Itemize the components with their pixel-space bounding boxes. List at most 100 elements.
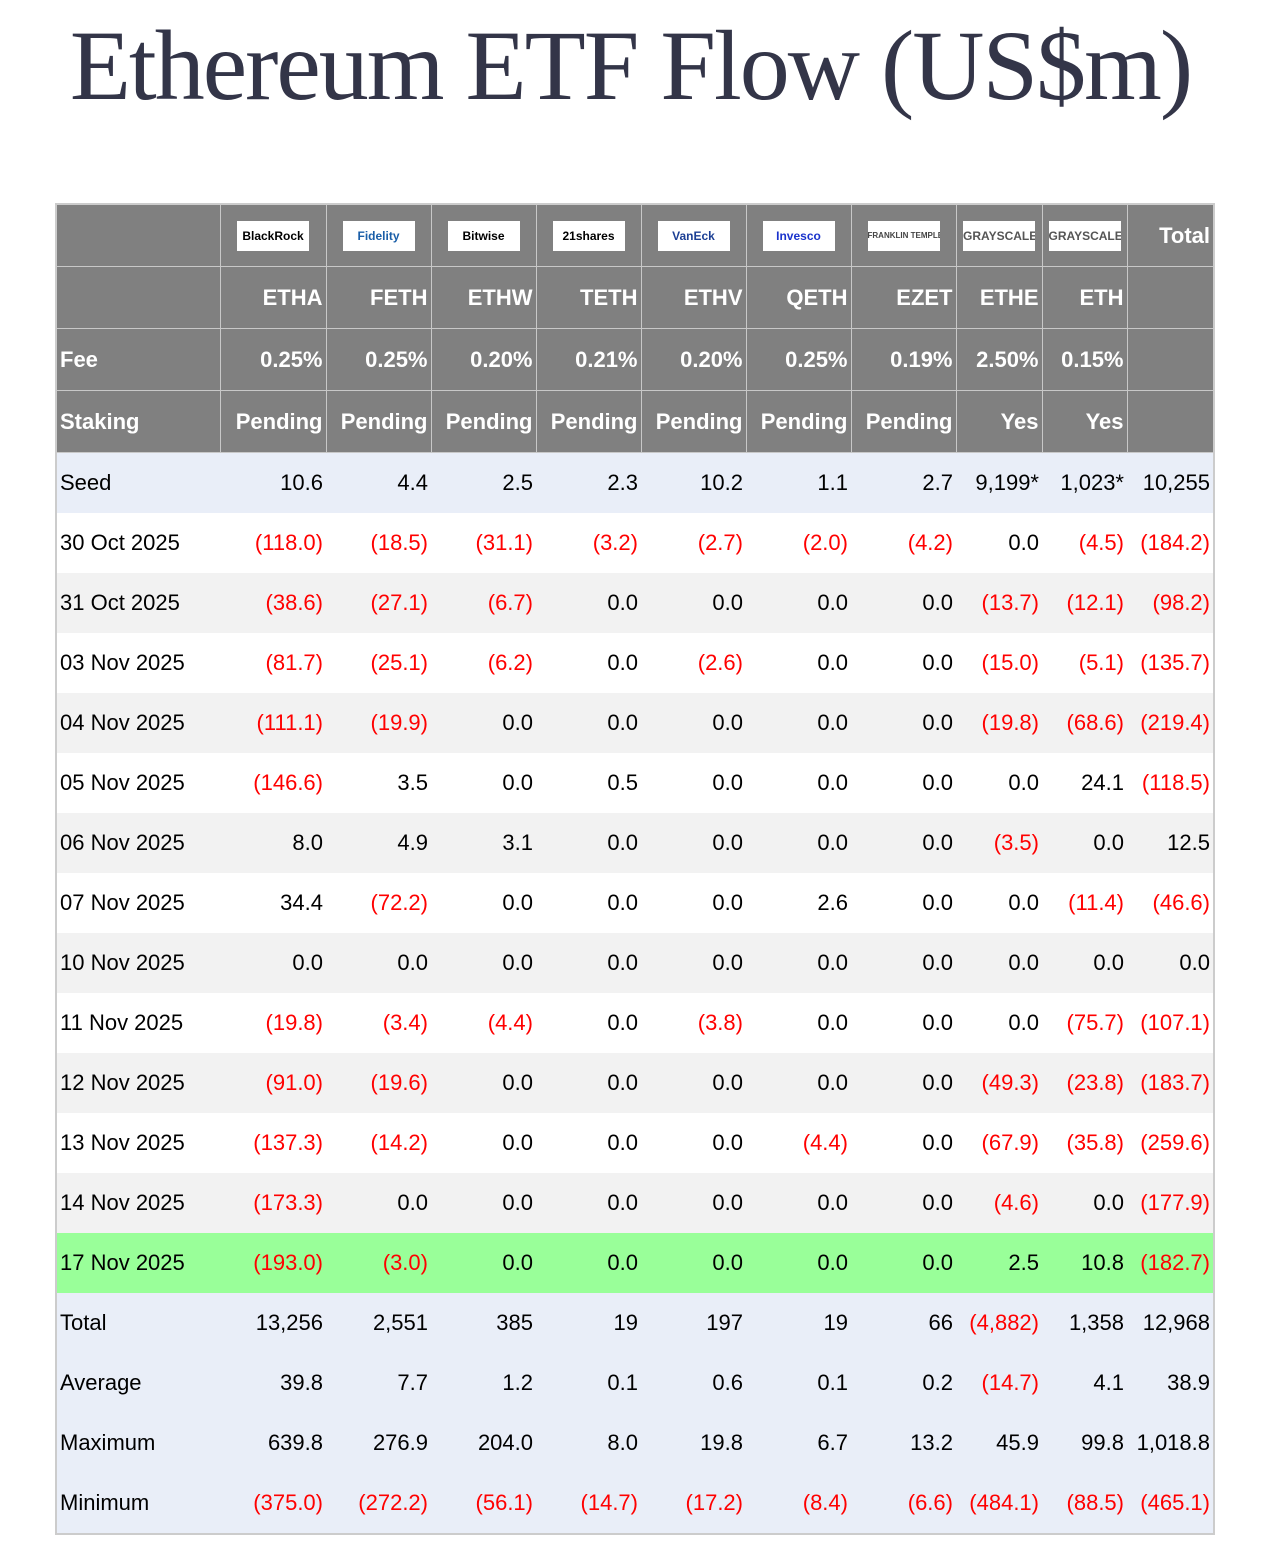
flow-value: 0.0: [641, 753, 746, 813]
flow-value: 7.7: [326, 1353, 431, 1413]
flow-value: (49.3): [956, 1053, 1042, 1113]
flow-value: 0.1: [536, 1353, 641, 1413]
flow-value: (25.1): [326, 633, 431, 693]
flow-value: (14.2): [326, 1113, 431, 1173]
fee-row: Fee 0.25% 0.25% 0.20% 0.21% 0.20% 0.25% 0.19% 2.…: [55, 328, 1215, 391]
issuer-logo: Invesco: [762, 220, 835, 251]
issuer-logo-cell: VanEck: [640, 203, 747, 267]
flow-value: 0.0: [326, 933, 431, 993]
empty-header-cell: [1126, 266, 1215, 329]
flow-value: (67.9): [956, 1113, 1042, 1173]
flow-value: (17.2): [641, 1473, 746, 1534]
fee-value: 0.25%: [745, 328, 852, 391]
row-label: Seed: [56, 452, 220, 513]
flow-value: 10.8: [1042, 1233, 1127, 1293]
fee-value: 0.25%: [219, 328, 327, 391]
table-row: 13 Nov 2025 (137.3) (14.2) 0.0 0.0 0.0 (4.4) 0.…: [56, 1113, 1214, 1173]
flow-value: (173.3): [220, 1173, 326, 1233]
ticker-header: QETH: [745, 266, 852, 329]
flow-value: 0.6: [641, 1353, 746, 1413]
issuer-logo: 21shares: [552, 220, 625, 251]
flow-value: 0.0: [956, 933, 1042, 993]
flow-value: 1.2: [431, 1353, 536, 1413]
flow-value: 0.0: [431, 1053, 536, 1113]
flow-value: 13,256: [220, 1293, 326, 1353]
flow-value: (27.1): [326, 573, 431, 633]
row-label: 13 Nov 2025: [56, 1113, 220, 1173]
empty-header-cell: [55, 266, 221, 329]
flow-value: 0.5: [536, 753, 641, 813]
flow-value: 13.2: [851, 1413, 956, 1473]
page-title: Ethereum ETF Flow (US$m): [69, 10, 1193, 121]
flow-value: 0.0: [746, 753, 851, 813]
flow-value: (13.7): [956, 573, 1042, 633]
staking-value: Pending: [745, 390, 852, 453]
fee-label: Fee: [55, 328, 221, 391]
flow-value: 0.0: [851, 1113, 956, 1173]
flow-value: 0.0: [641, 573, 746, 633]
ticker-header: ETH: [1041, 266, 1128, 329]
issuer-logo: FRANKLIN TEMPLETON: [867, 220, 940, 251]
fee-value: 0.21%: [535, 328, 642, 391]
flow-value: 10.6: [220, 452, 326, 513]
flow-value: 0.0: [851, 633, 956, 693]
flow-value: 0.0: [641, 693, 746, 753]
flow-value: 6.7: [746, 1413, 851, 1473]
flow-value: 0.0: [746, 633, 851, 693]
flow-value: 2.7: [851, 452, 956, 513]
flow-value: 0.0: [746, 813, 851, 873]
issuer-logo: GRAYSCALE: [1048, 220, 1121, 251]
fee-value: 0.19%: [850, 328, 957, 391]
flow-value: (68.6): [1042, 693, 1127, 753]
flow-value: (484.1): [956, 1473, 1042, 1534]
flow-value: 4.4: [326, 452, 431, 513]
flow-value: 0.0: [431, 1233, 536, 1293]
flow-value: 0.0: [956, 753, 1042, 813]
flow-value: 3.5: [326, 753, 431, 813]
flow-value: 1,358: [1042, 1293, 1127, 1353]
row-label: 06 Nov 2025: [56, 813, 220, 873]
total-value: 12.5: [1127, 813, 1214, 873]
issuer-logo-cell: FRANKLIN TEMPLETON: [850, 203, 957, 267]
ticker-header: ETHE: [955, 266, 1043, 329]
flow-value: 45.9: [956, 1413, 1042, 1473]
total-value: (118.5): [1127, 753, 1214, 813]
flow-value: 2,551: [326, 1293, 431, 1353]
issuer-logo-cell: GRAYSCALE: [1041, 203, 1128, 267]
summary-row: Minimum (375.0) (272.2) (56.1) (14.7) (17.2)(…: [56, 1473, 1214, 1534]
fee-value: 0.15%: [1041, 328, 1128, 391]
flow-value: (6.6): [851, 1473, 956, 1534]
flow-value: (375.0): [220, 1473, 326, 1534]
flow-value: 8.0: [220, 813, 326, 873]
etf-flow-table: BlackRock Fidelity Bitwise 21shares VanEck In…: [55, 203, 1215, 1535]
flow-value: 0.0: [641, 873, 746, 933]
flow-value: 0.0: [956, 873, 1042, 933]
summary-row: Total 13,256 2,551 385 19 197 19 66 (4,882) 1,358…: [56, 1293, 1214, 1353]
flow-value: 276.9: [326, 1413, 431, 1473]
flow-value: 0.0: [431, 1173, 536, 1233]
total-value: (184.2): [1127, 513, 1214, 573]
flow-value: 0.0: [326, 1173, 431, 1233]
flow-value: (111.1): [220, 693, 326, 753]
issuer-logo-cell: 21shares: [535, 203, 642, 267]
flow-value: 19.8: [641, 1413, 746, 1473]
flow-value: (3.8): [641, 993, 746, 1053]
flow-value: (23.8): [1042, 1053, 1127, 1113]
flow-value: 0.0: [851, 993, 956, 1053]
total-value: 10,255: [1127, 452, 1214, 513]
flow-value: (31.1): [431, 513, 536, 573]
flow-value: 0.0: [851, 933, 956, 993]
table-row: 11 Nov 2025 (19.8) (3.4) (4.4) 0.0 (3.8) 0.0 0.…: [56, 993, 1214, 1053]
table-row: 17 Nov 2025 (193.0) (3.0) 0.0 0.0 0.0 0.0 0.0 2.…: [56, 1233, 1214, 1293]
flow-value: 24.1: [1042, 753, 1127, 813]
flow-value: 0.0: [641, 1113, 746, 1173]
total-value: (98.2): [1127, 573, 1214, 633]
flow-value: (11.4): [1042, 873, 1127, 933]
flow-value: (146.6): [220, 753, 326, 813]
flow-value: 0.0: [851, 1053, 956, 1113]
issuer-logo: Bitwise: [447, 220, 520, 251]
staking-value: Yes: [955, 390, 1043, 453]
flow-value: 9,199*: [956, 452, 1042, 513]
flow-value: (4.4): [746, 1113, 851, 1173]
flow-value: 2.3: [536, 452, 641, 513]
